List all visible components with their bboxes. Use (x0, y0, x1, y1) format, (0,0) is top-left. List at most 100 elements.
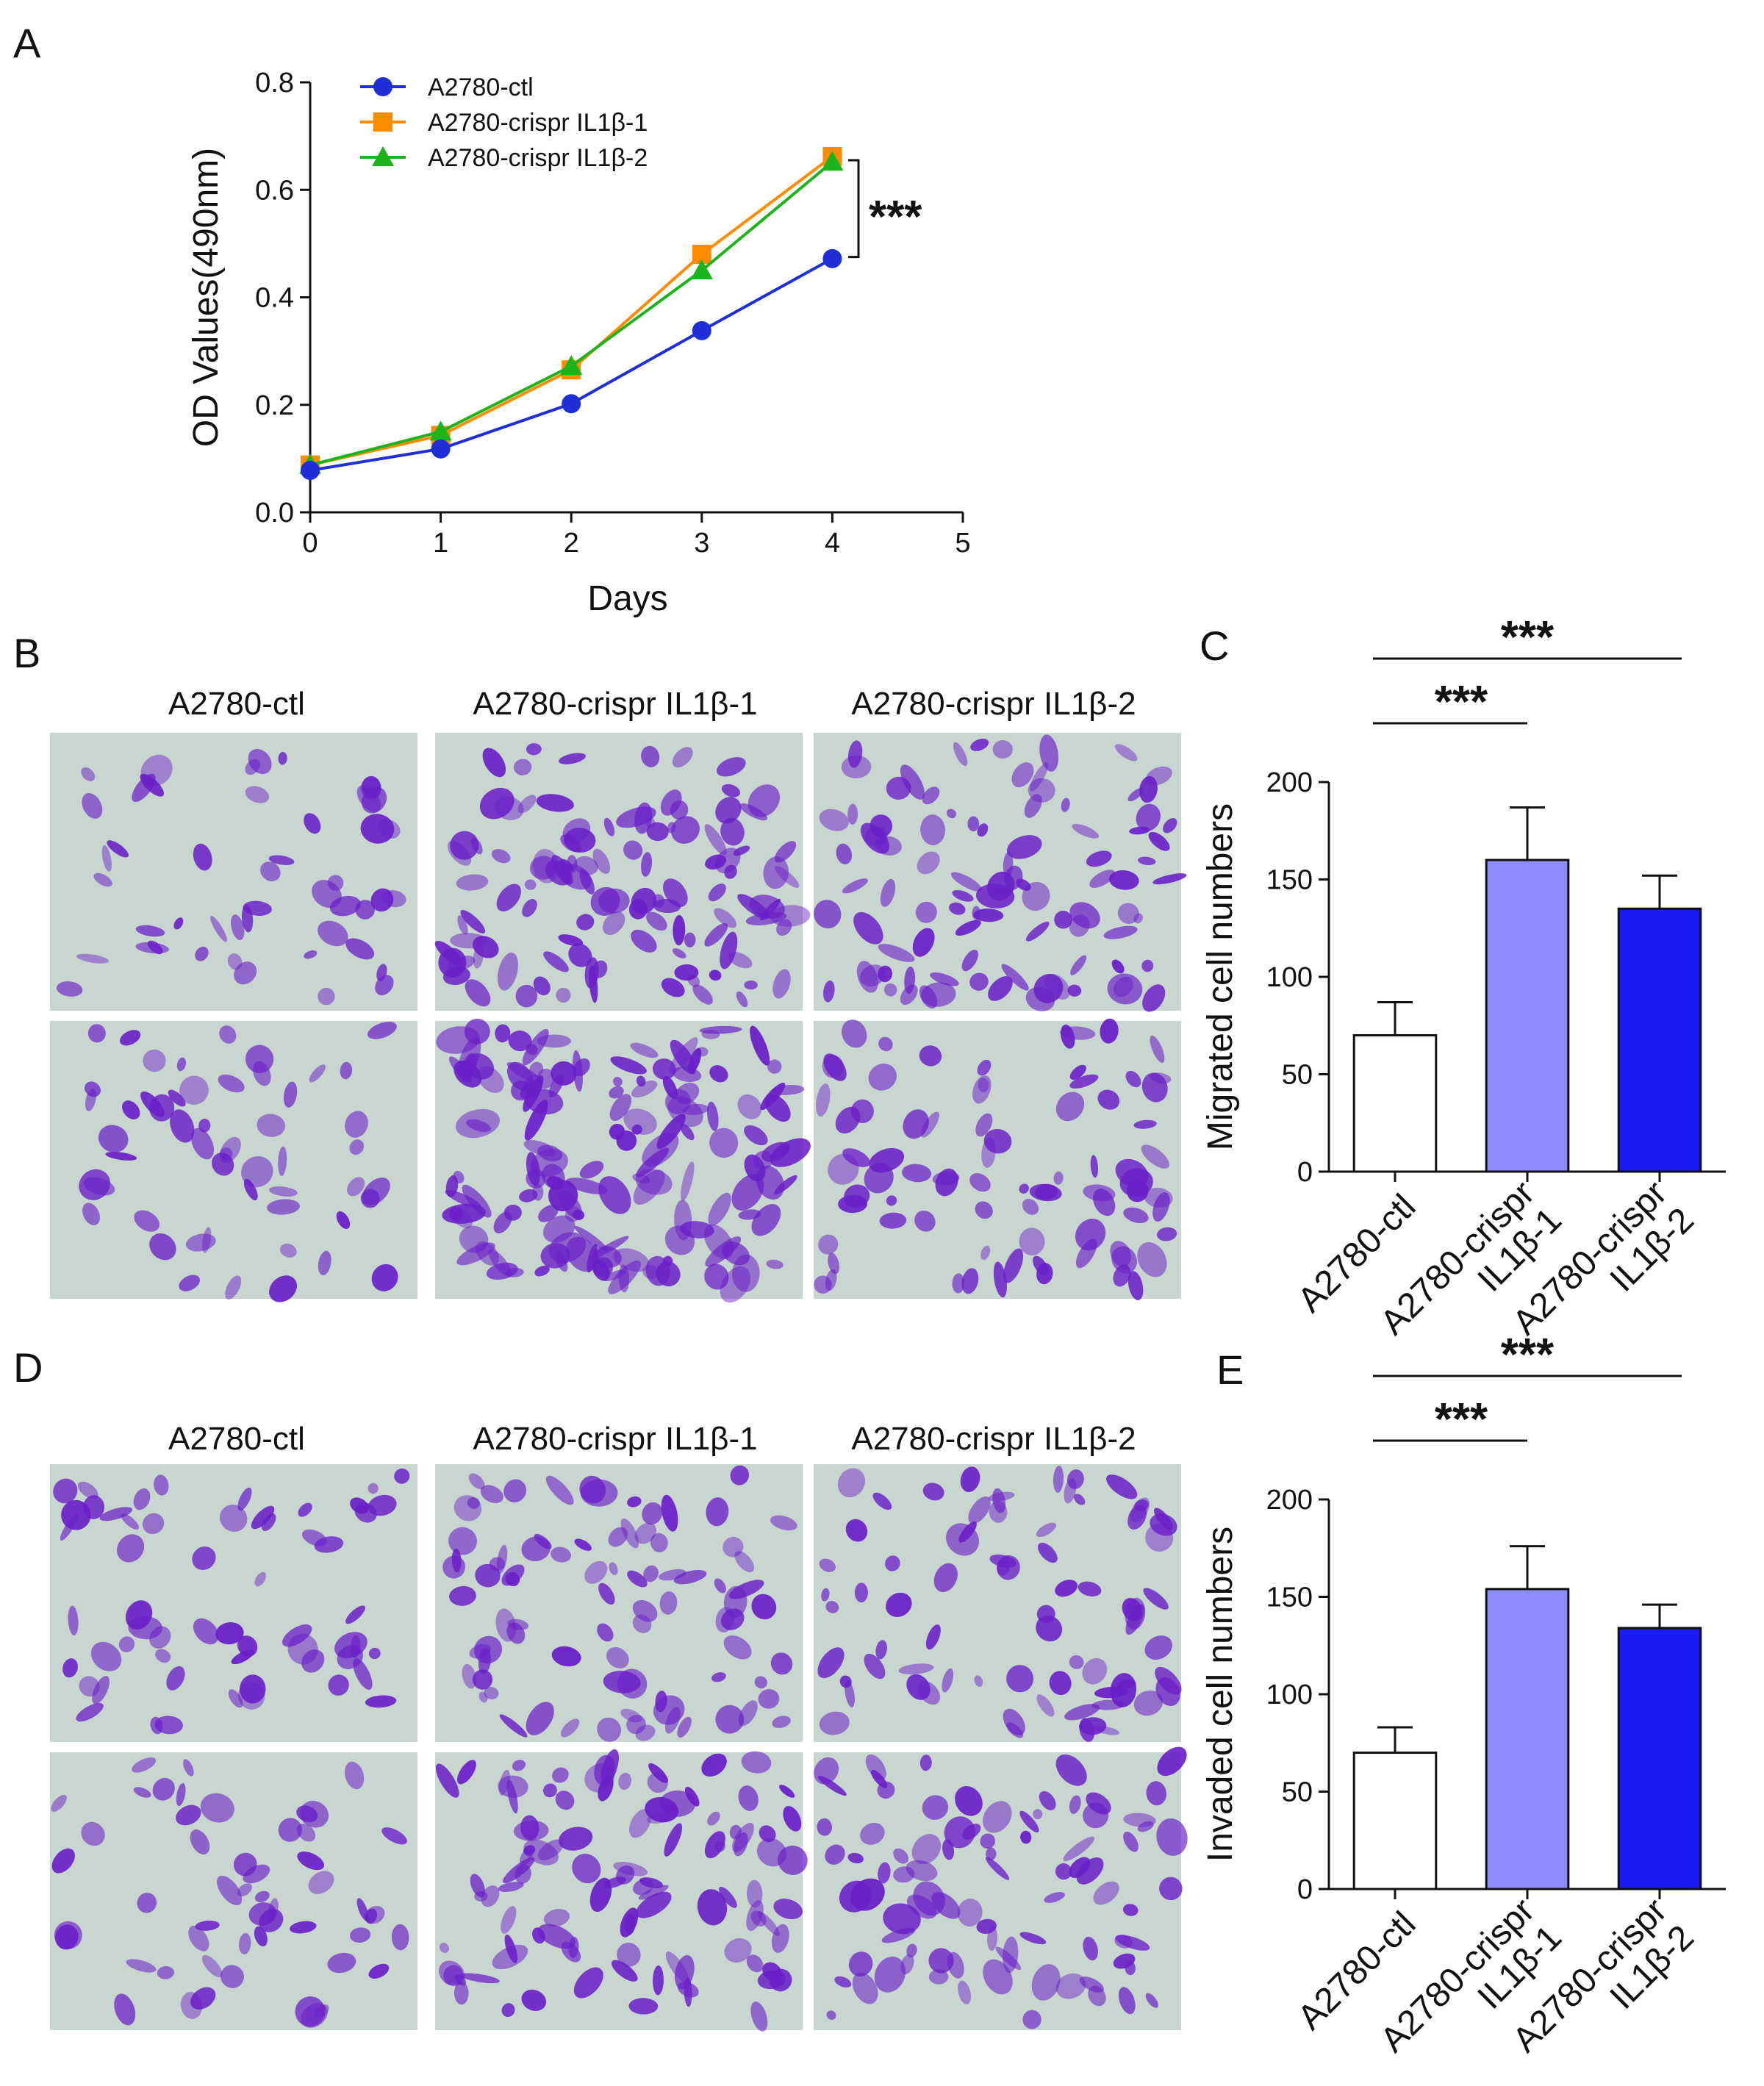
stained-cell (574, 1538, 592, 1551)
stained-cell (376, 964, 387, 982)
stained-cell (519, 1189, 538, 1203)
stained-cell (1091, 1699, 1125, 1710)
stained-cell (496, 883, 521, 911)
stained-cell (709, 1065, 728, 1083)
stained-cell (488, 1249, 512, 1277)
stained-cell (219, 1505, 248, 1532)
stained-cell (664, 1707, 681, 1734)
micrograph-b-r1-c1 (50, 733, 417, 1011)
y-tick-label: 0 (1297, 1157, 1313, 1188)
stained-cell (922, 786, 940, 805)
stained-cell (439, 1943, 449, 1954)
stained-cell (957, 1899, 983, 1927)
stained-cell (435, 1763, 459, 1798)
stained-cell (783, 1806, 802, 1832)
stained-cell (634, 1522, 657, 1544)
stained-cell (598, 1176, 631, 1214)
stained-cell (245, 786, 270, 803)
stained-cell (185, 1233, 216, 1252)
micrograph-d-r2-c1 (50, 1752, 417, 2030)
stained-cell (738, 1785, 759, 1811)
stained-cell (714, 908, 737, 928)
stained-cell (179, 1075, 209, 1105)
stained-cell (365, 1695, 397, 1708)
stained-cell (736, 991, 748, 1008)
panel-label-a: A (13, 20, 41, 66)
stained-cell (744, 1125, 768, 1146)
stained-cell (368, 1483, 379, 1494)
stained-cell (254, 1571, 266, 1587)
stained-cell (671, 816, 700, 844)
stained-cell (643, 1565, 659, 1583)
y-tick-label: 0.8 (255, 68, 294, 98)
stained-cell (817, 1818, 832, 1836)
stained-cell (568, 1936, 579, 1958)
stained-cell (237, 1883, 252, 1897)
stained-cell (559, 1190, 583, 1219)
panel-label-b: B (13, 630, 40, 676)
stained-cell (499, 1714, 528, 1738)
stained-cell (623, 840, 643, 860)
stained-cell (759, 1825, 776, 1843)
stained-cell (977, 1059, 992, 1076)
stained-cell (545, 1475, 574, 1505)
stained-cell (98, 1125, 129, 1153)
stained-cell (603, 817, 615, 836)
stained-cell (850, 1878, 885, 1911)
stained-cell (1133, 1119, 1157, 1129)
stained-cell (267, 1199, 300, 1215)
stained-cell (318, 987, 335, 1006)
stained-cell (960, 1466, 980, 1493)
stained-cell (997, 1560, 1010, 1576)
stained-cell (580, 1479, 618, 1507)
stained-cell (536, 794, 574, 812)
stained-cell (482, 748, 506, 778)
stained-cell (653, 1965, 664, 1996)
stained-cell (543, 951, 569, 972)
stained-cell (720, 1608, 745, 1630)
stained-cell (865, 1754, 886, 1780)
stained-cell (618, 1772, 631, 1791)
stained-cell (503, 1204, 522, 1221)
stained-cell (81, 1821, 105, 1846)
stained-cell (1076, 1857, 1104, 1885)
stained-cell (176, 1782, 186, 1807)
stained-cell (708, 1192, 731, 1226)
stained-cell (126, 1959, 157, 1973)
stained-cell (1127, 1271, 1144, 1301)
y-axis-label: OD Values(490nm) (187, 148, 226, 447)
stained-cell (738, 1209, 761, 1220)
stained-cell (1163, 817, 1177, 834)
stained-cell (750, 1025, 770, 1066)
stained-cell (906, 1943, 917, 1957)
stained-cell (921, 982, 956, 1007)
stained-cell (154, 1716, 183, 1735)
stained-cell (345, 938, 375, 960)
legend-label: A2780-crispr IL1β-2 (428, 144, 648, 172)
stained-cell (561, 1718, 580, 1738)
stained-cell (616, 1130, 637, 1151)
stained-cell (826, 2010, 836, 2020)
stained-cell (1083, 1936, 1098, 1961)
stained-cell (652, 1058, 676, 1080)
stained-cell (772, 1716, 791, 1729)
y-tick-label: 0.0 (255, 498, 294, 528)
series-line-square (309, 155, 833, 467)
stained-cell (122, 1100, 140, 1119)
stained-cell (760, 898, 781, 921)
stained-cell (475, 1563, 501, 1588)
y-tick-label: 0 (1297, 1874, 1313, 1905)
stained-cell (526, 1152, 540, 1186)
stained-cell (730, 1465, 750, 1485)
stained-cell (772, 1085, 805, 1095)
stained-cell (1111, 959, 1125, 974)
stained-cell (133, 1488, 151, 1510)
stained-cell (1039, 1791, 1056, 1810)
stained-cell (988, 1491, 1015, 1502)
stained-cell (347, 1177, 365, 1197)
stained-cell (215, 1622, 244, 1645)
stained-cell (1064, 1704, 1100, 1721)
stained-cell (118, 1636, 135, 1652)
stained-cell (774, 841, 797, 863)
